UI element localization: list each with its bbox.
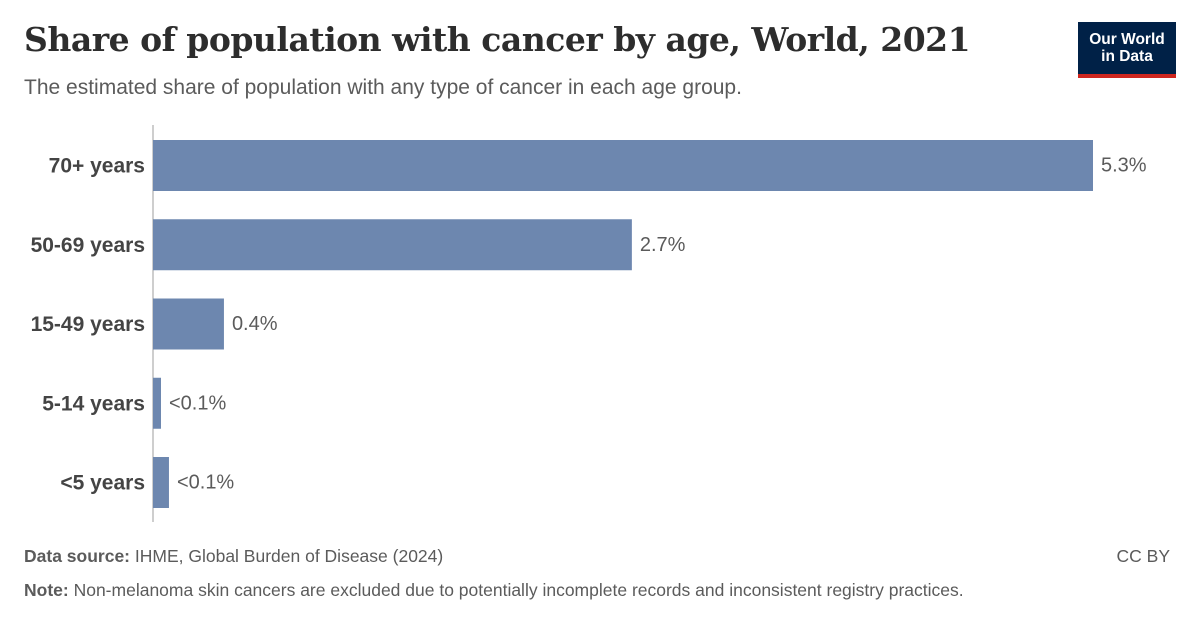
value-label: 0.4%: [232, 313, 278, 335]
category-label: <5 years: [60, 472, 145, 495]
category-label: 15-49 years: [31, 313, 145, 336]
category-label: 50-69 years: [31, 234, 145, 257]
value-label: <0.1%: [169, 392, 226, 414]
bar[interactable]: [153, 457, 169, 508]
value-label: 2.7%: [640, 234, 686, 256]
chart-note: Note: Non-melanoma skin cancers are excl…: [24, 580, 964, 601]
note-label: Note:: [24, 580, 69, 600]
bar-chart: 70+ years 5.3% 50-69 years 2.7% 15-49 years 0…: [31, 125, 1147, 522]
bar[interactable]: [153, 140, 1093, 191]
category-label: 5-14 years: [42, 392, 145, 415]
chart-title: Share of population with cancer by age, …: [24, 20, 971, 59]
bar[interactable]: [153, 298, 224, 350]
value-label: 5.3%: [1101, 155, 1147, 177]
data-source-label: Data source:: [24, 546, 131, 566]
license-link[interactable]: CC BY: [1116, 546, 1170, 566]
category-label: 70+ years: [49, 155, 145, 178]
bar[interactable]: [153, 377, 161, 429]
data-source-text: IHME, Global Burden of Disease (2024): [130, 546, 444, 566]
chart-subtitle: The estimated share of population with a…: [24, 76, 742, 99]
note-text: Non-melanoma skin cancers are excluded d…: [68, 580, 964, 600]
bar[interactable]: [153, 219, 632, 271]
data-source: Data source: IHME, Global Burden of Dise…: [24, 546, 443, 567]
owid-logo[interactable]: Our World in Data: [1078, 22, 1176, 78]
logo-line-1: Our World: [1089, 31, 1165, 48]
value-label: <0.1%: [177, 472, 234, 494]
logo-line-2: in Data: [1101, 48, 1153, 65]
